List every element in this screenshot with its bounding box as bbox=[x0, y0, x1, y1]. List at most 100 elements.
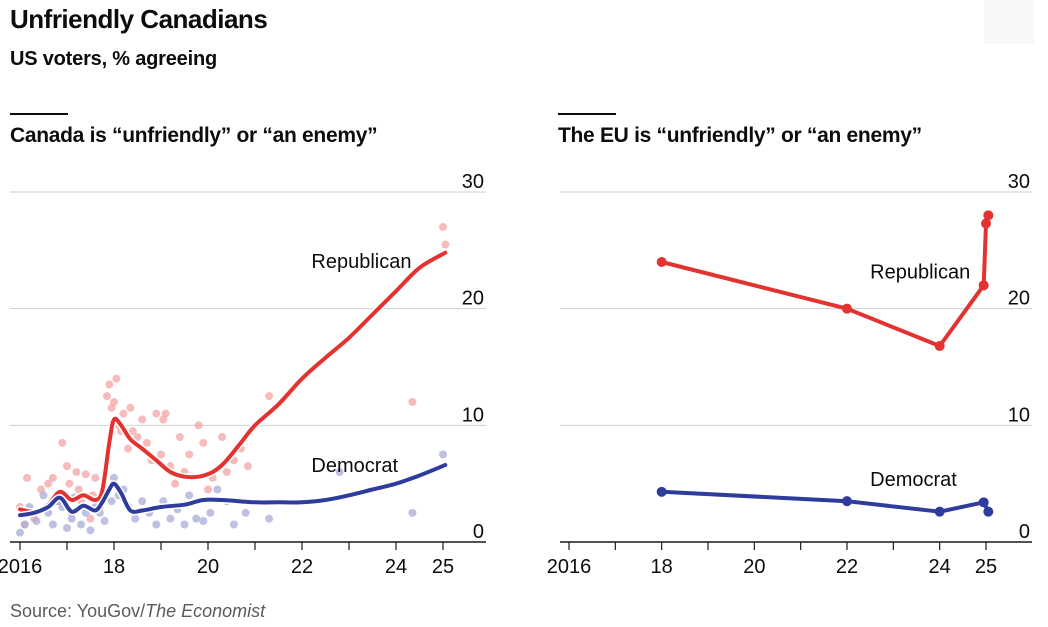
democrat-data-point bbox=[842, 496, 852, 507]
democrat-trend-line bbox=[18, 463, 448, 518]
democrat-survey-dot bbox=[185, 491, 194, 500]
chart-title: Unfriendly Canadians bbox=[10, 4, 268, 34]
democrat-survey-dot bbox=[77, 520, 86, 529]
democrat-survey-dot bbox=[439, 450, 447, 459]
democrat-data-point bbox=[978, 497, 989, 508]
democrat-survey-dot bbox=[86, 526, 95, 535]
y-tick-label: 30 bbox=[462, 171, 484, 193]
democrat-survey-dot bbox=[206, 508, 215, 517]
democrat-survey-dot bbox=[39, 491, 48, 500]
republican-survey-dot bbox=[142, 438, 151, 447]
democrat-survey-dot bbox=[152, 520, 161, 529]
x-tick-label: 2016 bbox=[0, 556, 42, 578]
y-tick-label: 10 bbox=[462, 404, 484, 426]
democrat-survey-dot bbox=[229, 520, 238, 529]
x-tick-label: 24 bbox=[385, 556, 407, 578]
republican-survey-dot bbox=[74, 485, 83, 494]
source-publication: The Economist bbox=[145, 601, 266, 621]
democrat-survey-dot bbox=[241, 508, 250, 517]
democrat-data-point bbox=[983, 506, 994, 517]
corner-decoration bbox=[984, 0, 1034, 44]
x-tick-label: 2016 bbox=[547, 556, 592, 578]
republican-survey-dot bbox=[218, 433, 227, 441]
republican-data-point bbox=[978, 280, 989, 291]
x-tick-label: 24 bbox=[929, 556, 951, 578]
y-tick-label: 0 bbox=[1019, 521, 1030, 543]
y-tick-label: 20 bbox=[1008, 288, 1030, 310]
democrat-survey-dot bbox=[110, 473, 118, 482]
source-prefix: Source: YouGov/ bbox=[10, 601, 146, 621]
republican-survey-dot bbox=[171, 479, 180, 488]
democrat-survey-dot bbox=[131, 514, 140, 523]
democrat-survey-dot bbox=[67, 514, 76, 523]
republican-data-point bbox=[656, 257, 667, 267]
democrat-survey-dot bbox=[213, 485, 222, 494]
republican-survey-dot bbox=[65, 479, 74, 488]
republican-survey-dot bbox=[86, 514, 95, 523]
democrat-survey-dot bbox=[100, 517, 109, 525]
democrat-survey-dot bbox=[180, 520, 189, 529]
republican-survey-dot bbox=[110, 398, 118, 406]
republican-survey-dot bbox=[439, 223, 447, 231]
source-note: Source: YouGov/The Economist bbox=[10, 601, 265, 622]
x-tick-label: 25 bbox=[975, 556, 997, 578]
x-tick-label: 18 bbox=[651, 556, 673, 578]
democrat-survey-dot bbox=[63, 524, 71, 532]
republican-survey-dot bbox=[222, 468, 231, 476]
democrat-survey-dot bbox=[192, 514, 201, 523]
republican-survey-dot bbox=[102, 392, 111, 401]
republican-survey-dot bbox=[265, 392, 274, 401]
republican-survey-dot bbox=[133, 433, 142, 441]
panel-rule-canada bbox=[10, 113, 68, 115]
x-tick-label: 18 bbox=[103, 556, 125, 578]
x-tick-label: 20 bbox=[197, 556, 219, 578]
republican-survey-dot bbox=[194, 421, 203, 430]
republican-survey-dot bbox=[23, 473, 32, 482]
democrat-survey-dot bbox=[16, 528, 24, 537]
republican-survey-dot bbox=[185, 450, 194, 459]
y-tick-label: 0 bbox=[473, 521, 484, 543]
democrat-survey-dot bbox=[199, 517, 208, 525]
x-tick-label: 22 bbox=[291, 556, 313, 578]
democrat-survey-dot bbox=[408, 508, 417, 517]
democrat-survey-dot bbox=[265, 514, 274, 523]
chart-subtitle: US voters, % agreeing bbox=[10, 48, 217, 70]
y-tick-label: 10 bbox=[1008, 404, 1030, 426]
democrat-survey-dot bbox=[48, 520, 57, 529]
series-label-republican: Republican bbox=[870, 261, 970, 283]
republican-survey-dot bbox=[119, 409, 128, 418]
republican-survey-dot bbox=[161, 409, 170, 418]
panel-title-eu: The EU is “unfriendly” or “an enemy” bbox=[558, 124, 922, 147]
republican-survey-dot bbox=[199, 438, 208, 447]
republican-survey-dot bbox=[128, 427, 137, 436]
republican-survey-dot bbox=[48, 473, 57, 482]
democrat-data-point bbox=[656, 486, 667, 497]
x-tick-label: 25 bbox=[432, 556, 454, 578]
panel-rule-eu bbox=[558, 113, 616, 115]
panel-eu: 0 10 20 30 2016 18 20 22 24 25 Republican Democrat bbox=[547, 171, 1032, 578]
democrat-survey-dot bbox=[335, 468, 344, 476]
y-tick-label: 20 bbox=[462, 288, 484, 310]
republican-data-point bbox=[983, 210, 994, 221]
republican-survey-dot bbox=[126, 403, 135, 412]
series-label-republican: Republican bbox=[311, 251, 411, 273]
x-tick-label: 22 bbox=[836, 556, 858, 578]
panel-title-canada: Canada is “unfriendly” or “an enemy” bbox=[10, 124, 378, 147]
democrat-survey-dot bbox=[32, 517, 41, 525]
republican-survey-dot bbox=[204, 485, 212, 494]
republican-survey-dot bbox=[44, 479, 53, 488]
panel-canada: 0 10 20 30 2016 18 20 22 24 25 Republican Democrat bbox=[0, 171, 486, 578]
republican-survey-dot bbox=[124, 444, 133, 453]
republican-survey-dot bbox=[243, 462, 252, 471]
republican-survey-dot bbox=[72, 468, 81, 476]
y-tick-label: 30 bbox=[1008, 171, 1030, 193]
republican-survey-dot bbox=[58, 438, 67, 447]
series-label-democrat: Democrat bbox=[870, 469, 957, 491]
republican-survey-dot bbox=[63, 462, 71, 471]
democrat-survey-dot bbox=[166, 514, 175, 523]
republican-survey-dot bbox=[408, 398, 417, 406]
republican-survey-dot bbox=[175, 433, 184, 441]
series-label-democrat: Democrat bbox=[311, 455, 398, 477]
democrat-survey-dot bbox=[138, 497, 147, 506]
